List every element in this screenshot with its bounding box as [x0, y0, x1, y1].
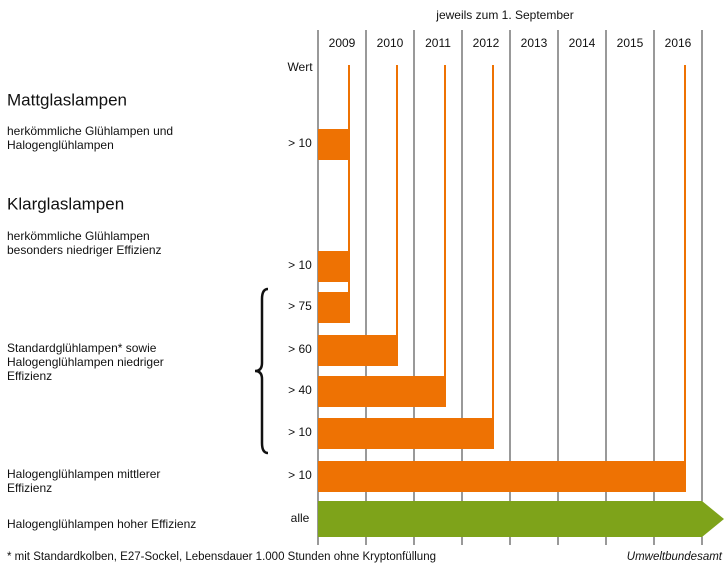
- threshold-label: > 10: [288, 425, 312, 439]
- year-label: 2015: [617, 36, 644, 50]
- allowed-arrow: [318, 501, 724, 537]
- phase-out-bar: [318, 129, 350, 160]
- year-label: 2010: [377, 36, 404, 50]
- year-label: 2011: [425, 36, 451, 50]
- group-label: Effizienz: [7, 369, 52, 383]
- group-label: Halogenglühlampen mittlerer: [7, 467, 160, 481]
- phase-out-bar: [318, 376, 446, 407]
- threshold-label: > 10: [288, 258, 312, 272]
- year-label: 2012: [473, 36, 500, 50]
- phase-out-bar: [318, 335, 398, 366]
- header: jeweils zum 1. September: [435, 8, 573, 22]
- phase-out-bar: [318, 418, 494, 449]
- year-label: 2014: [569, 36, 596, 50]
- phase-out-bar: [318, 292, 350, 323]
- threshold-label: > 40: [288, 383, 312, 397]
- group-label: herkömmliche Glühlampen: [7, 229, 150, 243]
- threshold-label: > 75: [288, 299, 312, 313]
- group-label: herkömmliche Glühlampen und: [7, 124, 173, 138]
- threshold-label: > 10: [288, 136, 312, 150]
- group-label: Halogenglühlampen niedriger: [7, 355, 164, 369]
- brace: [254, 287, 269, 455]
- phase-out-bar: [318, 251, 350, 282]
- group-label: Effizienz: [7, 481, 52, 495]
- threshold-label: alle: [291, 511, 310, 525]
- source: Umweltbundesamt: [627, 551, 723, 563]
- section-title: Mattglaslampen: [7, 90, 127, 109]
- year-label: 2013: [521, 36, 548, 50]
- threshold-label: > 10: [288, 468, 312, 482]
- section-title: Klarglaslampen: [7, 194, 124, 213]
- group-label: Halogenglühlampen: [7, 138, 114, 152]
- phase-out-bar: [318, 461, 686, 492]
- group-label: Halogenglühlampen hoher Effizienz: [7, 517, 196, 531]
- footnote: * mit Standardkolben, E27-Sockel, Lebens…: [7, 551, 436, 563]
- year-label: 2016: [665, 36, 692, 50]
- year-label: 2009: [329, 36, 356, 50]
- group-label: besonders niedriger Effizienz: [7, 243, 162, 257]
- group-label: Standardglühlampen* sowie: [7, 341, 157, 355]
- threshold-label: > 60: [288, 342, 312, 356]
- value-heading: Wert: [287, 60, 313, 74]
